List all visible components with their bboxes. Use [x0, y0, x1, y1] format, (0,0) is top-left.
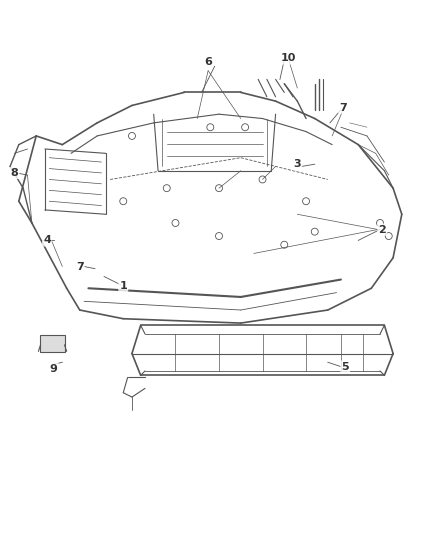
Text: 4: 4: [43, 236, 51, 245]
Text: 5: 5: [341, 361, 349, 372]
Text: 7: 7: [339, 103, 347, 112]
Text: 1: 1: [120, 281, 127, 291]
Text: 6: 6: [204, 57, 212, 67]
Text: 2: 2: [378, 224, 386, 235]
Text: 7: 7: [76, 262, 84, 271]
Text: 3: 3: [293, 159, 301, 169]
Text: 9: 9: [49, 364, 57, 374]
Text: 10: 10: [281, 53, 297, 63]
FancyBboxPatch shape: [40, 335, 65, 352]
Text: 8: 8: [11, 168, 18, 178]
